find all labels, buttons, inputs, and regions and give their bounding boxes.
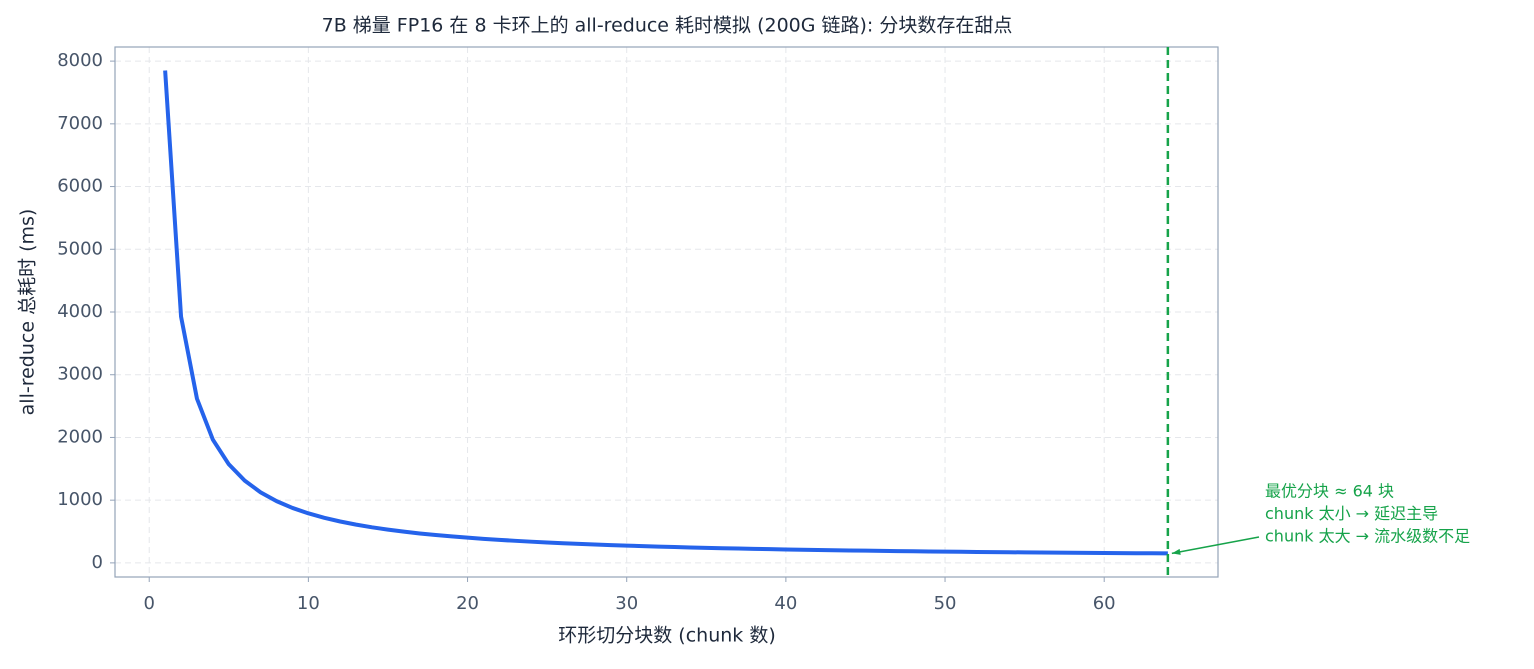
arrow-head (1171, 548, 1181, 555)
y-tick-label: 7000 (57, 113, 103, 134)
annotation-text: chunk 太小 → 延迟主导 (1265, 504, 1438, 523)
x-tick-label: 20 (456, 593, 479, 614)
y-tick-label: 8000 (57, 50, 103, 71)
y-tick-label: 4000 (57, 301, 103, 322)
annotation-arrow (1171, 536, 1260, 555)
y-tick-label: 6000 (57, 176, 103, 197)
chart-title: 7B 梯量 FP16 在 8 卡环上的 all-reduce 耗时模拟 (200… (322, 15, 1013, 37)
data-line (163, 70, 1168, 556)
x-tick-label: 50 (934, 593, 957, 614)
y-tick-label: 2000 (57, 426, 103, 447)
y-axis-label: all-reduce 总耗时 (ms) (17, 209, 39, 416)
y-tick-label: 1000 (57, 489, 103, 510)
x-tick-label: 40 (774, 593, 797, 614)
x-tick-label: 10 (297, 593, 320, 614)
annotation-text: 最优分块 ≈ 64 块 (1265, 482, 1394, 501)
x-axis-label: 环形切分块数 (chunk 数) (558, 625, 775, 647)
x-tick-label: 60 (1093, 593, 1116, 614)
x-tick-label: 30 (615, 593, 638, 614)
y-tick-label: 5000 (57, 238, 103, 259)
y-tick-label: 3000 (57, 364, 103, 385)
x-tick-label: 0 (143, 593, 154, 614)
y-tick-label: 0 (92, 552, 103, 573)
plot-frame (114, 46, 1219, 578)
annotation-text: chunk 太大 → 流水级数不足 (1265, 527, 1470, 546)
